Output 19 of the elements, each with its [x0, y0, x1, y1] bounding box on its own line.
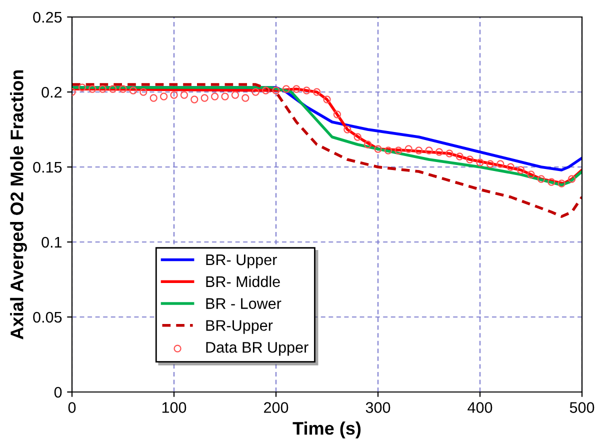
y-tick-label: 0.15: [33, 162, 62, 173]
y-tick-label: 0.25: [33, 12, 62, 23]
x-tick-label: 200: [264, 402, 288, 413]
legend-label: Data BR Upper: [206, 342, 308, 356]
x-tick-label: 100: [162, 402, 186, 413]
y-tick-label: 0: [54, 386, 62, 398]
y-axis-title: Axial Averged O2 Mole Fraction: [10, 70, 27, 340]
x-tick-label: 500: [570, 402, 594, 413]
x-tick-label: 400: [468, 402, 492, 413]
y-tick-label: 0.05: [33, 312, 62, 323]
legend-label: BR - Lower: [206, 298, 282, 309]
x-axis-title: Time (s): [292, 422, 361, 438]
x-tick-label: 300: [366, 402, 390, 413]
x-tick-label: 0: [68, 402, 76, 413]
legend-label: BR-Upper: [206, 320, 273, 334]
legend-label: BR- Middle: [206, 276, 280, 288]
y-tick-label: 0.1: [42, 236, 62, 248]
y-tick-label: 0.2: [42, 86, 62, 98]
legend-label: BR- Upper: [206, 254, 277, 268]
